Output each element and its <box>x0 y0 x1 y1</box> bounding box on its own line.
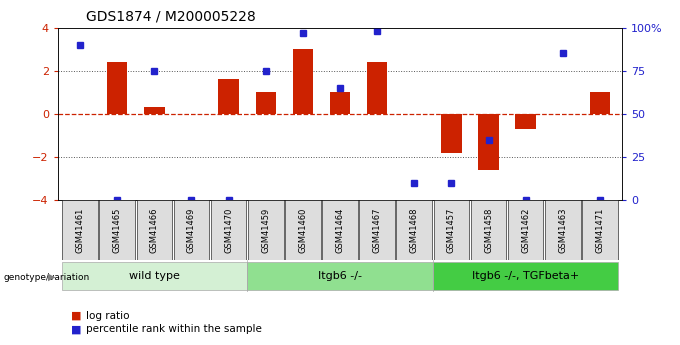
FancyBboxPatch shape <box>61 262 247 290</box>
FancyBboxPatch shape <box>545 200 581 260</box>
Text: GSM41465: GSM41465 <box>113 208 122 253</box>
Text: GSM41463: GSM41463 <box>558 208 567 253</box>
Bar <box>292 49 313 114</box>
FancyBboxPatch shape <box>173 200 209 260</box>
Text: GSM41464: GSM41464 <box>335 208 345 253</box>
Text: log ratio: log ratio <box>86 311 130 321</box>
FancyBboxPatch shape <box>396 200 432 260</box>
FancyBboxPatch shape <box>247 262 433 290</box>
FancyBboxPatch shape <box>433 262 619 290</box>
Text: percentile rank within the sample: percentile rank within the sample <box>86 325 262 334</box>
FancyBboxPatch shape <box>63 200 98 260</box>
Text: GSM41471: GSM41471 <box>596 208 605 253</box>
FancyBboxPatch shape <box>359 200 395 260</box>
Text: GSM41462: GSM41462 <box>521 208 530 253</box>
Bar <box>107 62 127 114</box>
Text: GSM41460: GSM41460 <box>299 208 307 253</box>
Bar <box>144 107 165 114</box>
Bar <box>330 92 350 114</box>
Text: wild type: wild type <box>129 271 180 281</box>
Text: GDS1874 / M200005228: GDS1874 / M200005228 <box>86 10 256 24</box>
Text: GSM41461: GSM41461 <box>75 208 84 253</box>
Bar <box>478 114 498 170</box>
Text: GSM41468: GSM41468 <box>410 208 419 253</box>
Text: GSM41457: GSM41457 <box>447 208 456 253</box>
FancyBboxPatch shape <box>582 200 617 260</box>
Text: GSM41470: GSM41470 <box>224 208 233 253</box>
FancyBboxPatch shape <box>211 200 246 260</box>
FancyBboxPatch shape <box>508 200 543 260</box>
FancyBboxPatch shape <box>322 200 358 260</box>
Text: ■: ■ <box>71 311 82 321</box>
Bar <box>367 62 388 114</box>
FancyBboxPatch shape <box>434 200 469 260</box>
Bar <box>256 92 276 114</box>
Bar <box>441 114 462 152</box>
Text: GSM41466: GSM41466 <box>150 208 159 253</box>
Text: Itgb6 -/-, TGFbeta+: Itgb6 -/-, TGFbeta+ <box>472 271 579 281</box>
Text: GSM41459: GSM41459 <box>261 208 270 253</box>
Text: ■: ■ <box>71 325 82 334</box>
Text: Itgb6 -/-: Itgb6 -/- <box>318 271 362 281</box>
FancyBboxPatch shape <box>471 200 507 260</box>
FancyBboxPatch shape <box>285 200 321 260</box>
Bar <box>590 92 610 114</box>
Text: GSM41467: GSM41467 <box>373 208 381 253</box>
Text: GSM41469: GSM41469 <box>187 208 196 253</box>
FancyBboxPatch shape <box>248 200 284 260</box>
Text: GSM41458: GSM41458 <box>484 208 493 253</box>
Bar <box>218 79 239 114</box>
FancyBboxPatch shape <box>137 200 172 260</box>
FancyBboxPatch shape <box>99 200 135 260</box>
Bar <box>515 114 536 129</box>
Text: ▶: ▶ <box>48 272 56 282</box>
Text: genotype/variation: genotype/variation <box>3 273 90 282</box>
